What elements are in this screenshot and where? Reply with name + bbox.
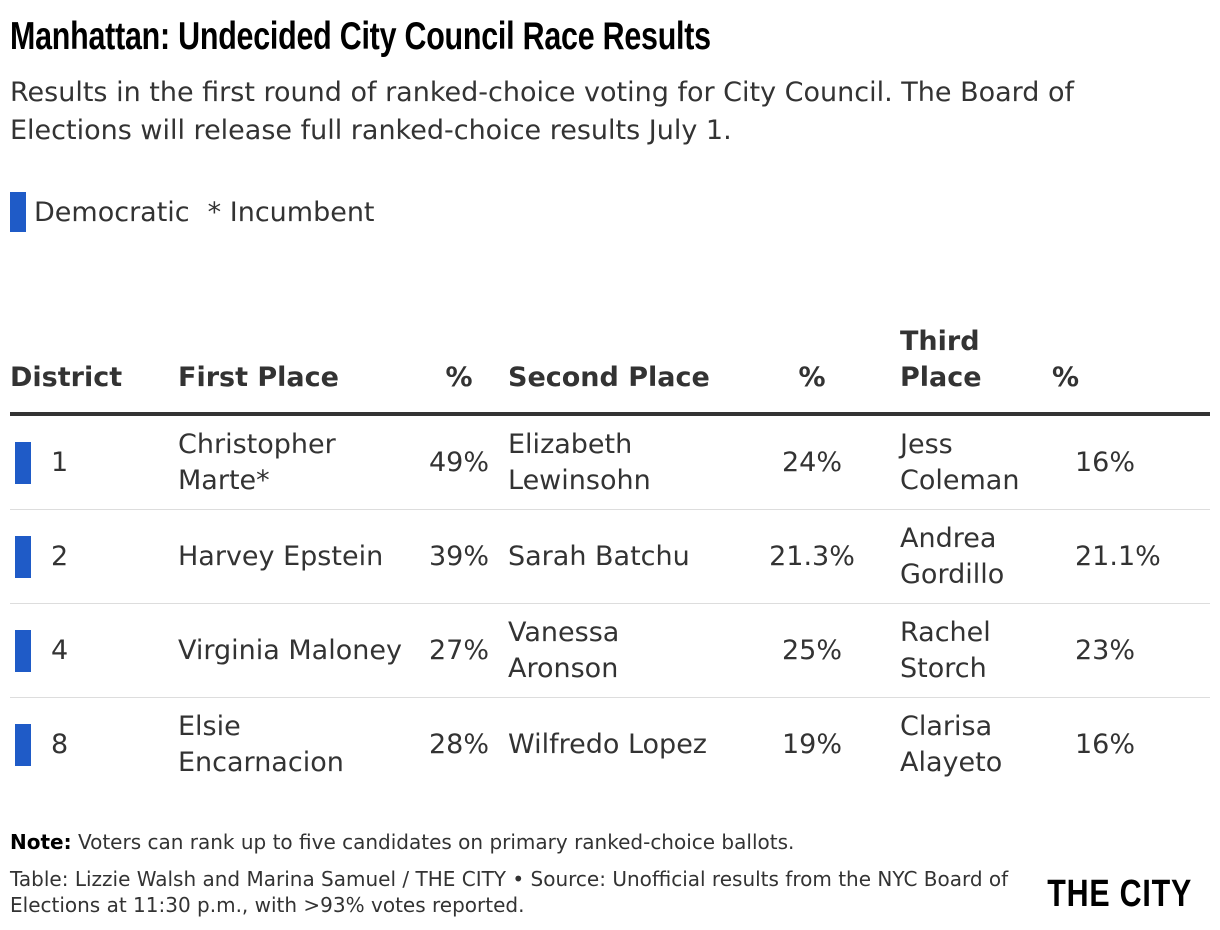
- third-place-pct: 21.1%: [1040, 509, 1210, 604]
- footer-note: Note: Voters can rank up to five candida…: [10, 829, 794, 855]
- table-row: 1 Christopher Marte* 49% Elizabeth Lewin…: [10, 414, 1210, 510]
- third-place-name: Clarisa Alayeto: [900, 710, 1003, 778]
- second-place-name: Wilfredo Lopez: [508, 728, 707, 760]
- democratic-swatch: [10, 192, 26, 232]
- legend: Democratic * Incumbent: [10, 192, 375, 232]
- party-bar: [15, 441, 31, 484]
- header-first-place: First Place: [178, 318, 410, 416]
- district-cell: 4: [10, 603, 178, 698]
- table-row: 4 Virginia Maloney 27% Vanessa Aronson 2…: [10, 603, 1210, 698]
- source-credit: Table: Lizzie Walsh and Marina Samuel / …: [10, 867, 1009, 917]
- party-bar: [15, 629, 31, 672]
- header-first-pct: %: [410, 318, 508, 416]
- first-place-pct: 49%: [410, 414, 508, 510]
- header-third-place: Third Place: [900, 318, 1040, 416]
- first-place-name: Christopher Marte*: [178, 414, 410, 510]
- note-text: Voters can rank up to five candidates on…: [77, 830, 795, 854]
- second-place-pct: 25%: [724, 603, 900, 698]
- second-place-pct: 21.3%: [724, 509, 900, 604]
- second-place-pct: 19%: [781, 728, 842, 760]
- first-place-name: Elsie Encarnacion: [178, 710, 344, 778]
- party-bar: [15, 723, 31, 766]
- legend-democratic-label: Democratic: [34, 196, 190, 228]
- second-place-name: Vanessa Aronson: [508, 603, 724, 698]
- second-place-pct: 24%: [724, 414, 900, 510]
- district-number: 8: [51, 728, 69, 760]
- header-third-pct: %: [1040, 318, 1210, 416]
- second-place-name: Sarah Batchu: [508, 509, 724, 604]
- header-second-place: Second Place: [508, 318, 724, 416]
- district-cell: 1: [10, 414, 178, 510]
- first-place-pct: 27%: [410, 603, 508, 698]
- third-place-pct: 16%: [1075, 728, 1136, 760]
- header-second-pct: %: [724, 318, 900, 416]
- page-subtitle: Results in the first round of ranked-cho…: [10, 77, 1075, 146]
- third-place-name: Jess Coleman: [900, 414, 1040, 510]
- results-table: District First Place % Second Place % Th…: [10, 318, 1210, 791]
- third-place-pct: 23%: [1040, 603, 1210, 698]
- the-city-logo: THE CITY: [1047, 873, 1192, 915]
- party-bar: [15, 535, 31, 578]
- first-place-name: Harvey Epstein: [178, 509, 410, 604]
- first-place-name: Virginia Maloney: [178, 603, 410, 698]
- page-title: Manhattan: Undecided City Council Race R…: [10, 15, 711, 58]
- district-cell: 8: [10, 698, 178, 792]
- first-place-pct: 39%: [410, 509, 508, 604]
- second-place-name: Elizabeth Lewinsohn: [508, 414, 724, 510]
- district-number: 4: [51, 634, 69, 666]
- first-place-pct: 28%: [428, 728, 489, 760]
- table-row: 2 Harvey Epstein 39% Sarah Batchu 21.3% …: [10, 509, 1210, 604]
- third-place-name: Rachel Storch: [900, 603, 1040, 698]
- third-place-name: Andrea Gordillo: [900, 509, 1040, 604]
- legend-incumbent-label: * Incumbent: [207, 196, 375, 228]
- district-number: 1: [51, 446, 69, 478]
- table-header-row: District First Place % Second Place % Th…: [10, 318, 1210, 416]
- table-row: 8 Elsie Encarnacion 28% Wilfredo Lopez 1…: [10, 698, 1210, 792]
- note-label: Note:: [10, 830, 72, 854]
- district-number: 2: [51, 540, 69, 572]
- third-place-pct: 16%: [1040, 414, 1210, 510]
- header-district: District: [10, 318, 178, 416]
- district-cell: 2: [10, 509, 178, 604]
